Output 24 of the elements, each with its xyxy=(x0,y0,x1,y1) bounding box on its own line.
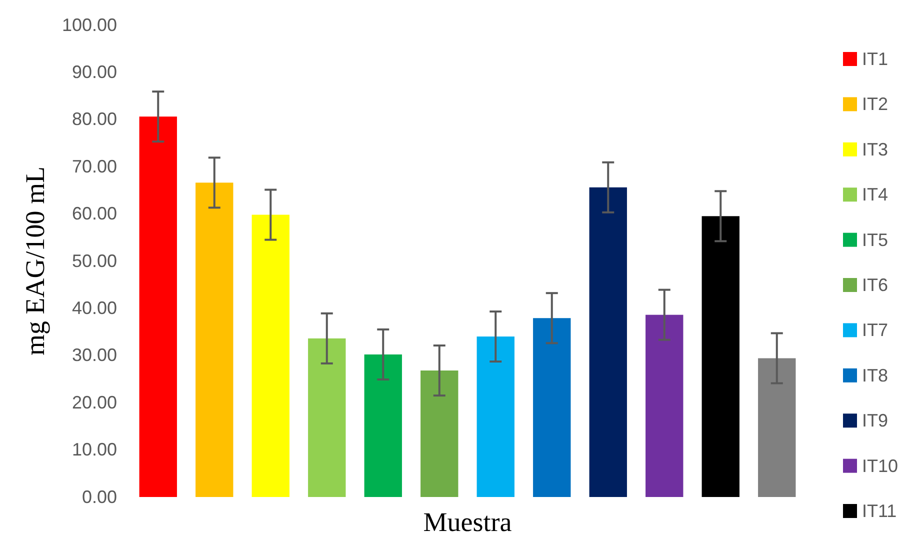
y-axis-title: mg EAG/100 mL xyxy=(20,166,50,356)
legend-label: IT8 xyxy=(862,365,888,386)
y-tick-label: 90.00 xyxy=(72,62,117,82)
y-tick-label: 100.00 xyxy=(62,14,117,35)
y-tick-label: 70.00 xyxy=(72,156,117,176)
y-tick-label: 20.00 xyxy=(72,392,117,412)
y-tick-label: 10.00 xyxy=(72,440,117,460)
x-axis-title: Muestra xyxy=(423,507,512,534)
legend-label: IT4 xyxy=(862,184,888,205)
y-tick-label: 40.00 xyxy=(72,298,117,318)
y-tick-label: 0.00 xyxy=(82,486,117,507)
y-tick-label: 60.00 xyxy=(72,204,117,224)
legend-label: IT6 xyxy=(862,275,888,295)
legend-label: IT11 xyxy=(862,501,897,521)
legend-label: IT3 xyxy=(862,139,888,160)
legend-label: IT2 xyxy=(862,94,888,114)
legend-label: IT7 xyxy=(862,320,888,340)
legend-label: IT5 xyxy=(862,230,888,250)
y-tick-label: 50.00 xyxy=(72,250,117,271)
y-tick-label: 80.00 xyxy=(72,109,117,130)
legend-label: IT9 xyxy=(862,410,888,431)
y-tick-label: 30.00 xyxy=(72,345,117,366)
legend-label: IT10 xyxy=(862,456,898,476)
legend-label: IT1 xyxy=(862,49,888,69)
